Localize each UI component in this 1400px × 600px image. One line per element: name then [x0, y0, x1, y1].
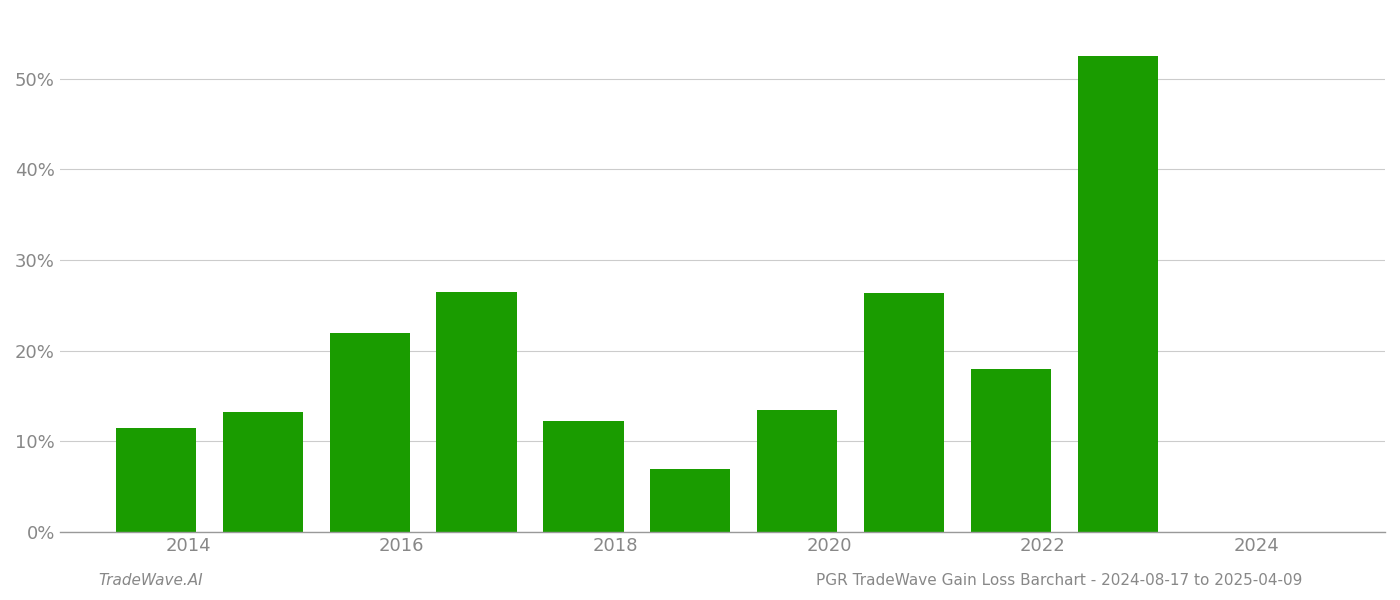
Bar — [864, 293, 944, 532]
Bar — [329, 332, 410, 532]
Bar — [543, 421, 623, 532]
Bar — [970, 369, 1051, 532]
Bar — [650, 469, 731, 532]
Text: TradeWave.AI: TradeWave.AI — [98, 573, 203, 588]
Bar — [1078, 56, 1158, 532]
Text: PGR TradeWave Gain Loss Barchart - 2024-08-17 to 2025-04-09: PGR TradeWave Gain Loss Barchart - 2024-… — [816, 573, 1302, 588]
Bar — [437, 292, 517, 532]
Bar — [757, 410, 837, 532]
Bar — [116, 428, 196, 532]
Bar — [223, 412, 302, 532]
